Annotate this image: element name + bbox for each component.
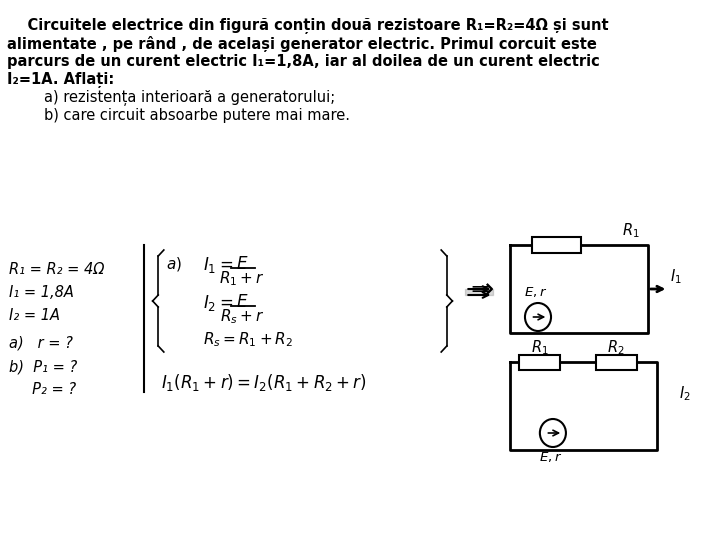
Bar bbox=[532, 237, 581, 253]
Text: $I_2$: $I_2$ bbox=[680, 384, 691, 403]
Text: $a)$: $a)$ bbox=[166, 255, 181, 273]
Text: $I_1$: $I_1$ bbox=[670, 267, 682, 286]
Text: $E, r$: $E, r$ bbox=[539, 450, 563, 464]
Text: $R_1$: $R_1$ bbox=[531, 338, 549, 357]
Text: I₂=1A. Aflați:: I₂=1A. Aflați: bbox=[7, 72, 114, 88]
Text: a)   r = ?: a) r = ? bbox=[9, 335, 73, 350]
Text: $R_s+r$: $R_s+r$ bbox=[220, 307, 264, 326]
Circle shape bbox=[525, 303, 551, 331]
Text: $R_1+r$: $R_1+r$ bbox=[219, 269, 265, 288]
Text: $\Rightarrow$: $\Rightarrow$ bbox=[464, 274, 494, 302]
Bar bbox=[595, 355, 636, 370]
Text: Circuitele electrice din figură conțin două rezistoare R₁=R₂=4Ω și sunt: Circuitele electrice din figură conțin d… bbox=[7, 18, 609, 34]
Text: $I_2=$: $I_2=$ bbox=[203, 293, 233, 313]
Text: b)  P₁ = ?: b) P₁ = ? bbox=[9, 360, 78, 375]
Circle shape bbox=[540, 419, 566, 447]
Text: $E$: $E$ bbox=[235, 255, 248, 273]
Text: parcurs de un curent electric I₁=1,8A, iar al doilea de un curent electric: parcurs de un curent electric I₁=1,8A, i… bbox=[7, 54, 600, 69]
Text: alimentate , pe rând , de același generator electric. Primul corcuit este: alimentate , pe rând , de același genera… bbox=[7, 36, 598, 52]
Text: $R_2$: $R_2$ bbox=[608, 338, 625, 357]
Text: I₁ = 1,8A: I₁ = 1,8A bbox=[9, 285, 74, 300]
Text: $E$: $E$ bbox=[235, 293, 248, 311]
Text: P₂ = ?: P₂ = ? bbox=[9, 382, 76, 397]
Text: $I_1=$: $I_1=$ bbox=[203, 255, 233, 275]
Text: a) rezistența interioară a generatorului;: a) rezistența interioară a generatorului… bbox=[7, 90, 336, 106]
Text: $E, r$: $E, r$ bbox=[524, 285, 548, 299]
Text: $R_1$: $R_1$ bbox=[622, 221, 640, 240]
Text: b) care circuit absoarbe putere mai mare.: b) care circuit absoarbe putere mai mare… bbox=[7, 108, 351, 123]
Text: $I_1(R_1+r)=I_2(R_1+R_2+r)$: $I_1(R_1+r)=I_2(R_1+R_2+r)$ bbox=[161, 372, 367, 393]
Text: R₁ = R₂ = 4Ω: R₁ = R₂ = 4Ω bbox=[9, 262, 104, 277]
Text: I₂ = 1A: I₂ = 1A bbox=[9, 308, 60, 323]
Bar bbox=[519, 355, 560, 370]
Text: $R_s=R_1+R_2$: $R_s=R_1+R_2$ bbox=[203, 330, 293, 349]
